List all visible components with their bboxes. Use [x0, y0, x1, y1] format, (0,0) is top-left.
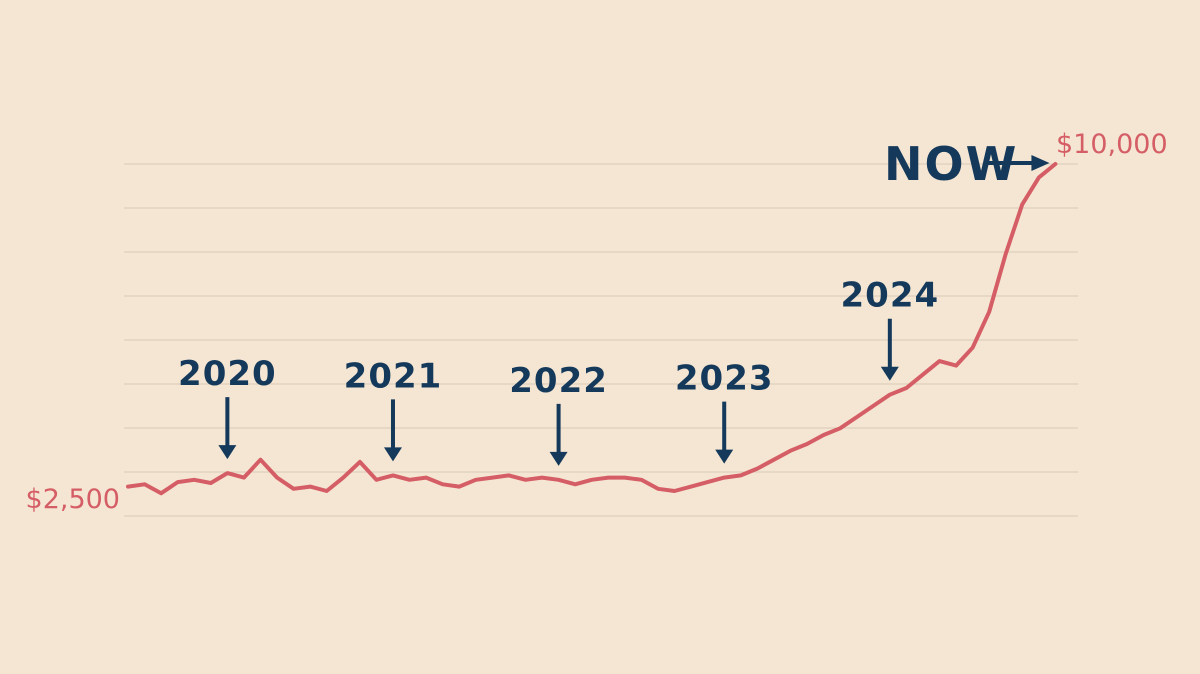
year-marker-2020: 2020 — [178, 354, 277, 460]
gridlines — [124, 163, 1078, 517]
year-label: 2024 — [841, 276, 940, 316]
series-group — [126, 162, 1058, 496]
series-line — [126, 162, 1058, 496]
start-value-label: $2,500 — [26, 484, 120, 515]
arrowhead-icon — [1031, 155, 1050, 171]
year-marker-2022: 2022 — [509, 361, 608, 466]
year-label: 2020 — [178, 354, 277, 394]
now-marker: NOW — [884, 137, 1050, 191]
end-value-label: $10,000 — [1056, 129, 1168, 160]
year-label: 2021 — [344, 356, 443, 396]
year-marker-2023: 2023 — [675, 359, 774, 464]
arrowhead-icon — [549, 451, 568, 466]
year-label: 2023 — [675, 359, 774, 399]
arrowhead-icon — [880, 366, 899, 381]
year-label: 2022 — [509, 361, 608, 401]
annotations: 2020 2021 2022 2023 2024 NOW — [178, 137, 1050, 466]
year-marker-2021: 2021 — [344, 356, 443, 462]
arrowhead-icon — [715, 449, 734, 464]
arrowhead-icon — [218, 445, 237, 460]
arrowhead-icon — [383, 447, 402, 462]
year-marker-2024: 2024 — [841, 276, 940, 381]
